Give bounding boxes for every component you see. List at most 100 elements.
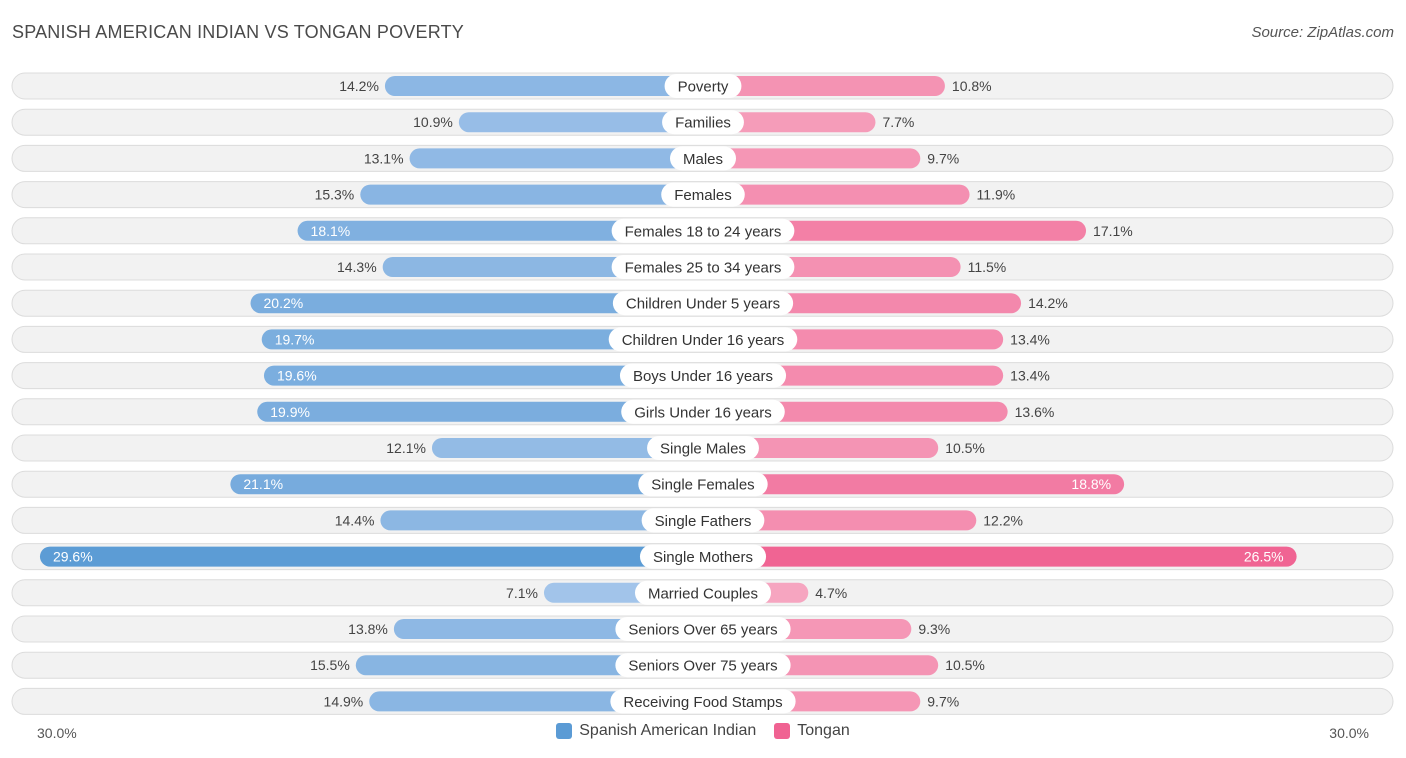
bar-row: 15.5% 10.5% Seniors Over 75 years [11, 651, 1394, 679]
category-label: Children Under 16 years [622, 332, 785, 349]
value-label-left: 14.4% [335, 512, 375, 528]
bar-right [703, 438, 939, 458]
value-label-right: 4.7% [815, 585, 847, 601]
bar-row: 12.1% 10.5% Single Males [11, 434, 1394, 462]
category-label: Single Mothers [653, 549, 753, 566]
legend-label-left: Spanish American Indian [579, 722, 757, 739]
category-label: Single Females [651, 477, 754, 494]
bar-left [384, 76, 703, 96]
value-label-right: 13.4% [1010, 331, 1050, 347]
category-label: Married Couples [648, 585, 758, 602]
bar-left [297, 220, 703, 241]
value-label-right: 9.3% [918, 621, 950, 637]
bar-left [458, 112, 703, 133]
value-label-right: 14.2% [1028, 295, 1068, 311]
chart-title: SPANISH AMERICAN INDIAN VS TONGAN POVERT… [12, 22, 464, 42]
bar-left [39, 546, 703, 567]
bar-left [360, 184, 703, 205]
value-label-right: 18.8% [1071, 476, 1111, 492]
value-label-right: 9.7% [927, 150, 959, 166]
axis-left-label: 30.0% [37, 725, 77, 741]
bar-row: 21.1% 18.8% Single Females [11, 470, 1394, 498]
category-pill [615, 617, 791, 641]
bar-row: 13.1% 9.7% Males [11, 144, 1394, 172]
legend-swatch-left [556, 723, 573, 739]
bar-right [703, 474, 1125, 495]
value-label-right: 10.8% [952, 78, 992, 94]
bar-row: 19.7% 13.4% Children Under 16 years [11, 325, 1394, 353]
value-label-left: 14.9% [324, 693, 364, 709]
value-label-left: 14.3% [337, 259, 377, 275]
value-label-left: 19.6% [277, 368, 317, 384]
bar-row: 15.3% 11.9% Females [11, 181, 1394, 209]
value-label-left: 15.3% [315, 187, 355, 203]
value-label-left: 13.1% [364, 150, 404, 166]
category-pill [610, 689, 796, 714]
bar-right [703, 112, 876, 133]
bar-row: 19.6% 13.4% Boys Under 16 years [11, 362, 1394, 390]
bar-right [703, 148, 921, 169]
category-pill [638, 472, 768, 497]
category-pill [621, 399, 785, 424]
value-label-left: 15.5% [310, 657, 350, 673]
bar-right [703, 510, 977, 531]
category-label: Girls Under 16 years [634, 404, 772, 421]
bar-left [409, 148, 703, 169]
category-pill [615, 653, 791, 678]
bar-row: 29.6% 26.5% Single Mothers [11, 543, 1394, 571]
bar-left [431, 438, 703, 458]
category-pill [661, 182, 745, 207]
bar-row: 19.9% 13.6% Girls Under 16 years [11, 398, 1394, 426]
value-label-left: 14.2% [339, 78, 379, 94]
bar-left [257, 401, 703, 422]
value-label-right: 11.9% [977, 187, 1016, 203]
category-label: Families [675, 115, 731, 132]
value-label-left: 19.7% [275, 331, 315, 347]
category-label: Seniors Over 65 years [628, 622, 777, 639]
value-label-right: 10.5% [945, 440, 985, 456]
category-pill [669, 146, 737, 171]
value-label-left: 21.1% [243, 476, 283, 492]
legend-item-right[interactable]: Tongan [774, 722, 850, 740]
bar-left [263, 365, 703, 386]
chart-source: Source: ZipAtlas.com [1251, 24, 1394, 41]
bar-left [250, 293, 703, 314]
legend-swatch-right [774, 723, 791, 739]
value-label-left: 12.1% [386, 440, 426, 456]
bar-left [261, 329, 703, 350]
bar-left [380, 510, 703, 531]
value-label-left: 20.2% [264, 295, 304, 311]
value-label-right: 11.5% [968, 259, 1007, 275]
category-pill [611, 218, 795, 243]
category-pill [639, 544, 767, 569]
category-pill [641, 508, 765, 533]
bar-row: 7.1% 4.7% Married Couples [11, 579, 1394, 607]
category-label: Single Fathers [655, 513, 752, 530]
bar-row: 20.2% 14.2% Children Under 5 years [11, 289, 1394, 317]
value-label-right: 13.6% [1015, 404, 1055, 420]
category-label: Seniors Over 75 years [628, 658, 777, 675]
legend-item-left[interactable]: Spanish American Indian [556, 722, 756, 740]
bar-right [703, 546, 1297, 567]
category-label: Boys Under 16 years [633, 368, 773, 385]
bar-row: 14.4% 12.2% Single Fathers [11, 506, 1394, 534]
category-label: Children Under 5 years [626, 296, 780, 313]
category-pill [608, 327, 798, 352]
value-label-right: 12.2% [983, 512, 1023, 528]
category-label: Males [683, 151, 723, 168]
category-pill [619, 363, 787, 388]
category-label: Poverty [678, 79, 729, 96]
bar-right [703, 76, 945, 96]
category-pill [611, 255, 795, 279]
category-pill [647, 436, 759, 460]
bar-row: 18.1% 17.1% Females 18 to 24 years [11, 217, 1394, 245]
bar-row: 14.2% 10.8% Poverty [11, 72, 1394, 100]
bar-row: 13.8% 9.3% Seniors Over 65 years [11, 615, 1394, 643]
bar-left [230, 474, 704, 495]
category-pill [634, 580, 772, 605]
legend-label-right: Tongan [797, 722, 850, 739]
category-pill [662, 110, 744, 135]
value-label-left: 13.8% [348, 621, 388, 637]
bar-right [703, 184, 970, 205]
